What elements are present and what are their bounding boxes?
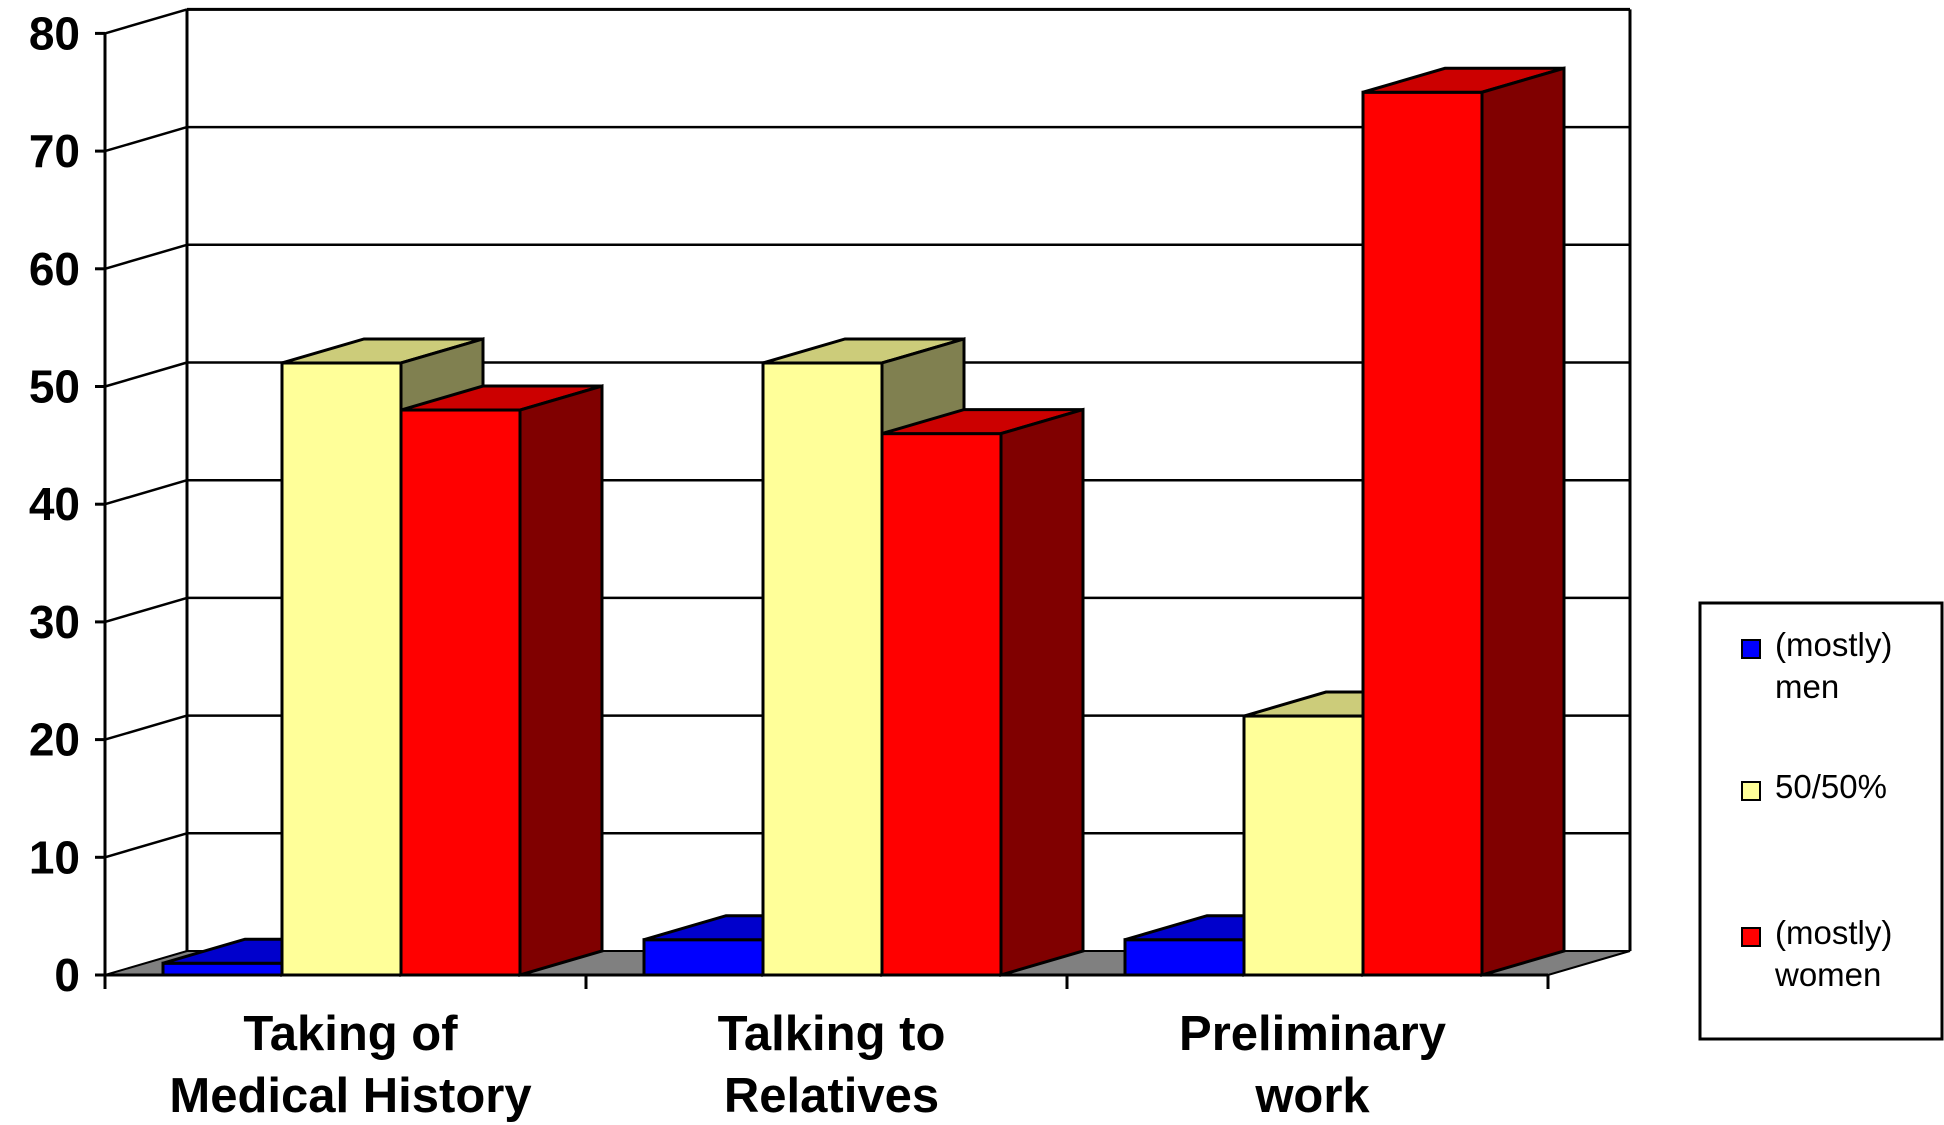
y-tick-label: 20 xyxy=(29,714,80,766)
bar-front xyxy=(399,408,522,977)
legend-swatch xyxy=(1741,927,1761,947)
y-tick-label: 30 xyxy=(29,596,80,648)
x-category-label: Preliminary xyxy=(1179,1007,1446,1061)
legend-label: men xyxy=(1775,668,1839,705)
gridline-side xyxy=(104,243,188,270)
x-category-label: Taking of xyxy=(243,1007,458,1061)
gridline-side xyxy=(104,596,188,624)
bar-front xyxy=(761,361,884,977)
y-tick-label: 60 xyxy=(29,243,80,295)
gridline-side xyxy=(104,125,188,153)
axes: 0 10 20 30 40 50 60 70 80 Taking of Medical Histor… xyxy=(29,7,1550,1123)
gridline-side xyxy=(104,714,188,741)
bar-front xyxy=(642,938,765,977)
legend-box xyxy=(1698,601,1944,1041)
bar-front xyxy=(1242,714,1365,977)
legend-label: women xyxy=(1774,956,1881,993)
legend-label: (mostly) xyxy=(1775,626,1892,663)
bar-side xyxy=(518,384,604,978)
x-category-label: Medical History xyxy=(169,1069,531,1123)
bar-front xyxy=(1123,938,1246,977)
gridline-side xyxy=(104,479,188,506)
y-tick-label: 80 xyxy=(29,7,80,59)
bar-front xyxy=(280,361,403,977)
legend-swatch xyxy=(1741,781,1761,801)
legend-label: (mostly) xyxy=(1775,914,1892,951)
y-tick-label: 50 xyxy=(29,361,80,413)
gridline-side xyxy=(104,8,188,35)
y-tick-label: 10 xyxy=(29,831,80,883)
x-category-label: work xyxy=(1254,1069,1370,1123)
y-tick-label: 0 xyxy=(54,949,80,1001)
x-category-label: Talking to xyxy=(718,1007,946,1061)
y-tick-label: 70 xyxy=(29,125,80,177)
y-tick-label: 40 xyxy=(29,478,80,530)
bar-front xyxy=(1361,90,1484,977)
bar-side xyxy=(1480,66,1566,978)
legend-swatch xyxy=(1741,639,1761,659)
gridline-side xyxy=(104,832,188,859)
bars xyxy=(161,66,1566,978)
gridline-side xyxy=(104,361,188,388)
bar-front xyxy=(161,961,284,977)
legend: (mostly) men 50/50% (mostly) women xyxy=(1698,601,1944,1041)
bar-side xyxy=(999,407,1085,978)
x-category-label: Relatives xyxy=(724,1069,939,1123)
legend-label: 50/50% xyxy=(1775,768,1887,805)
bar-front xyxy=(880,432,1003,977)
